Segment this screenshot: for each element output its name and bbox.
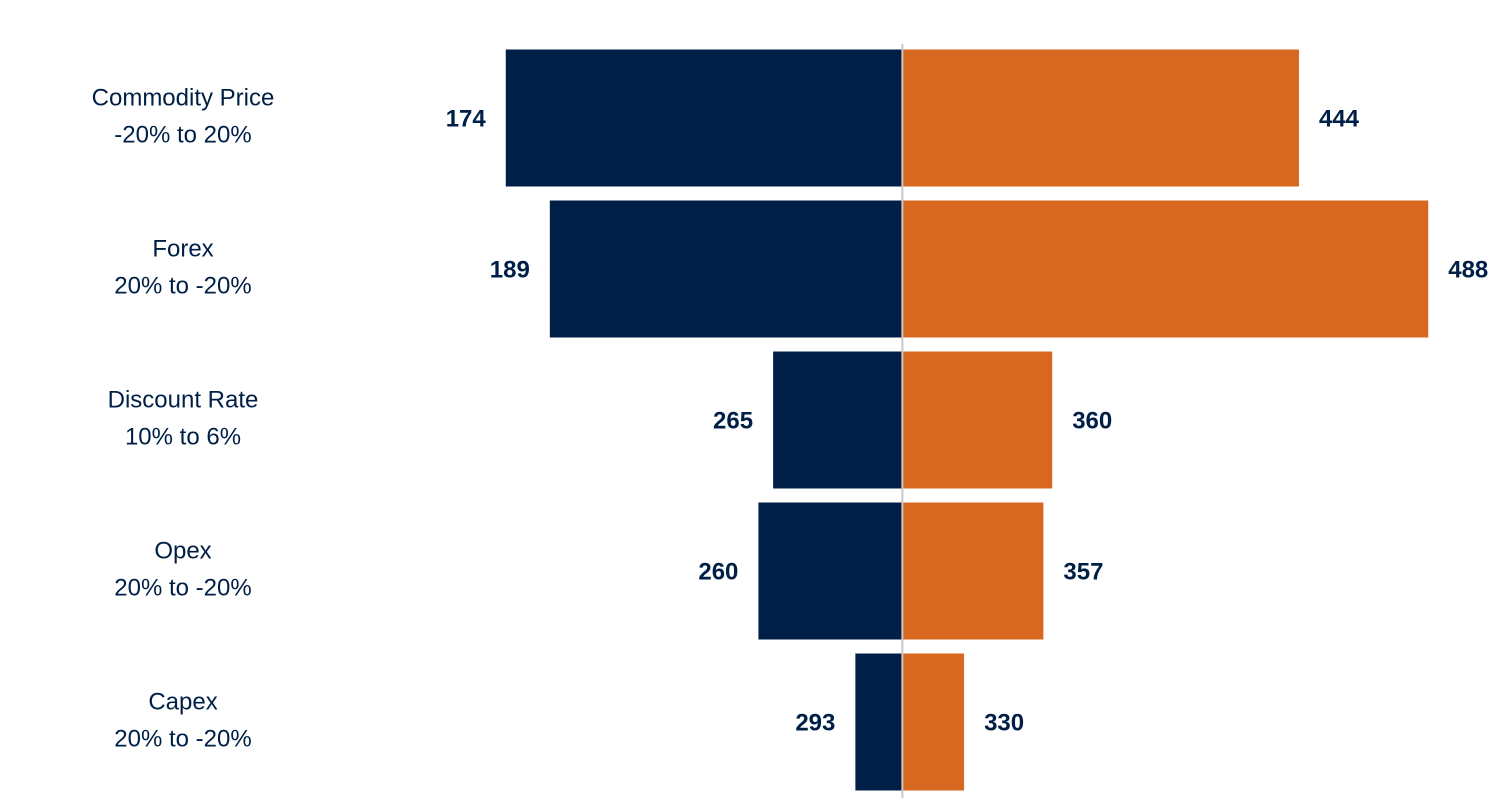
bar xyxy=(549,200,903,338)
bar xyxy=(758,502,903,640)
bar xyxy=(773,351,903,489)
category-label: Opex xyxy=(154,537,211,564)
bar xyxy=(902,351,1053,489)
bar xyxy=(902,49,1299,187)
value-label: 330 xyxy=(984,709,1024,736)
value-label: 189 xyxy=(490,256,530,283)
value-label: 488 xyxy=(1448,256,1488,283)
bar xyxy=(902,502,1044,640)
bar xyxy=(855,653,903,791)
category-label: Capex xyxy=(148,688,217,715)
value-label: 293 xyxy=(795,709,835,736)
value-label: 260 xyxy=(698,558,738,585)
value-label: 174 xyxy=(446,105,487,132)
range-label: 20% to -20% xyxy=(114,574,251,601)
value-label: 360 xyxy=(1072,407,1112,434)
range-label: 20% to -20% xyxy=(114,725,251,752)
bar xyxy=(902,200,1429,338)
bar xyxy=(902,653,965,791)
range-label: -20% to 20% xyxy=(114,121,251,148)
range-label: 10% to 6% xyxy=(125,423,241,450)
bar xyxy=(505,49,903,187)
range-label: 20% to -20% xyxy=(114,272,251,299)
value-label: 265 xyxy=(713,407,753,434)
value-label: 444 xyxy=(1319,105,1360,132)
category-label: Forex xyxy=(152,235,213,262)
value-label: 357 xyxy=(1063,558,1103,585)
category-label: Commodity Price xyxy=(92,84,275,111)
category-label: Discount Rate xyxy=(108,386,259,413)
